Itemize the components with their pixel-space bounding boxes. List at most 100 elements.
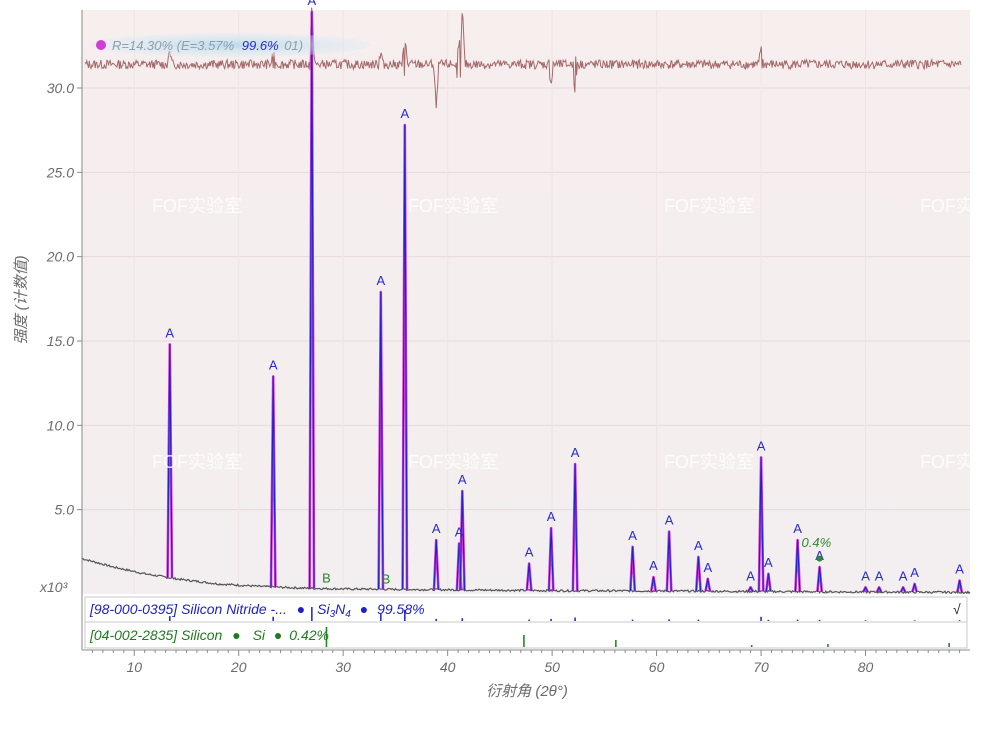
peak-label-a: A	[665, 513, 674, 528]
ref-row-1-label[interactable]: [98-000-0395] Silicon Nitride -... ● Si3…	[89, 601, 425, 620]
ref-sticks-silicon-nitride	[168, 607, 961, 621]
watermark-text: FOF实验室	[664, 196, 754, 216]
calculated-peak	[402, 124, 408, 590]
peak-label-a: A	[165, 325, 174, 340]
watermark-text: FOF实验室	[664, 452, 754, 472]
peak-label-a: A	[694, 538, 703, 553]
calculated-peak	[794, 539, 801, 592]
y-multiplier-label: x10³	[39, 579, 68, 595]
y-axis: 5.0 10.0 15.0 20.0 25.0 30.0	[46, 10, 83, 650]
fit-summary-glow	[90, 33, 370, 57]
ref-row-1-check[interactable]: √	[953, 601, 961, 617]
calculated-peak	[666, 531, 672, 592]
fit-summary-highlight: 99.6%	[242, 38, 279, 53]
ref-formula-1-sub1: 3	[330, 609, 336, 620]
peak-label-a: A	[376, 273, 385, 288]
watermark-text: FOF实验室	[408, 708, 498, 728]
calculated-peak	[629, 546, 636, 591]
peak-label-a: A	[746, 568, 755, 583]
watermark-text: FOF实验室	[920, 196, 982, 216]
peak-label-a: A	[269, 357, 278, 372]
calculated-peak	[309, 11, 315, 589]
peak-label-a: A	[910, 565, 919, 580]
x-tick-label: 80	[858, 659, 874, 675]
calculated-peak	[900, 586, 906, 593]
calculated-peak	[548, 527, 554, 591]
calculated-peak	[459, 490, 466, 590]
calculated-peak	[695, 556, 702, 592]
calculated-peak	[433, 539, 439, 590]
calculated-peak	[862, 586, 869, 593]
calculated-peak	[911, 583, 918, 593]
calculated-peak	[876, 586, 882, 593]
peak-label-a: A	[547, 509, 556, 524]
watermark-text: FOF实验室	[664, 708, 754, 728]
peak-label-a: A	[793, 521, 802, 536]
si-peak-marker-icon	[816, 555, 823, 562]
peak-label-a: A	[400, 106, 409, 121]
fit-dot-icon	[96, 40, 106, 50]
calculated-peak	[816, 566, 823, 592]
calculated-peak	[758, 456, 764, 592]
peak-label-a: A	[649, 558, 658, 573]
ref-row-2-label[interactable]: [04-002-2835] Silicon ● Si ● 0.42%	[89, 627, 329, 643]
ref-dot-2b-icon: ●	[274, 627, 282, 643]
ref-dot-1b-icon: ●	[360, 601, 368, 617]
watermark-text: FOF实验室	[920, 708, 982, 728]
watermark-text: FOF实验室	[152, 708, 242, 728]
x-tick-label: 20	[230, 659, 247, 675]
peak-label-a: A	[703, 560, 712, 575]
peak-label-a: A	[571, 445, 580, 460]
x-tick-label: 70	[753, 659, 769, 675]
y-tick-label: 25.0	[46, 164, 74, 180]
y-tick-label: 10.0	[47, 417, 74, 433]
ref-formula-1-mid: N	[335, 601, 346, 617]
ref-row-1-box	[84, 596, 968, 623]
peak-label-a: A	[815, 548, 824, 563]
fit-summary-prefix: R=14.30% (E=3.57%	[112, 38, 234, 53]
fit-summary-box: R=14.30% (E=3.57% 99.6% 01)	[90, 33, 370, 57]
calculated-peak	[526, 563, 532, 591]
ref-card-2: [04-002-2835] Silicon	[89, 627, 223, 643]
watermarks: FOF实验室 FOF实验室 FOF实验室 FOF实验室 FOF实验室 FOF实验室 FOF实…	[152, 196, 982, 728]
x-tick-label: 50	[544, 659, 560, 675]
ref-sticks-silicon	[325, 627, 950, 647]
ref-card-1: [98-000-0395] Silicon Nitride -...	[89, 601, 287, 617]
peak-label-a: A	[458, 472, 467, 487]
y-axis-title: 强度 (计数值)	[13, 255, 30, 344]
watermark-text: FOF实验室	[152, 452, 242, 472]
ref-percent-1: 99.58%	[377, 601, 424, 617]
x-tick-label: 10	[126, 659, 142, 675]
x-tick-label: 60	[649, 659, 665, 675]
reference-phase-panel: [98-000-0395] Silicon Nitride -... ● Si3…	[84, 596, 968, 649]
fit-summary-suffix: 01)	[284, 38, 303, 53]
watermark-text: FOF实验室	[408, 196, 498, 216]
peak-label-a: A	[455, 524, 464, 539]
peak-label-a: A	[525, 545, 534, 560]
difference-line	[84, 7, 962, 109]
peak-label-a: A	[861, 568, 870, 583]
calculated-peak	[572, 463, 578, 591]
peak-label-a: A	[432, 521, 441, 536]
peak-label-b: B	[382, 571, 391, 586]
calculated-peak	[705, 578, 711, 592]
y-tick-label: 5.0	[55, 502, 75, 518]
x-axis-title: 衍射角 (2θ°)	[486, 683, 568, 700]
ref-percent-2: 0.42%	[289, 627, 329, 643]
x-tick-label: 40	[440, 659, 456, 675]
watermark-text: FOF实验室	[152, 196, 242, 216]
x-axis: 10 20 30 40 50 60 70 80	[82, 649, 970, 675]
peak-label-a: A	[764, 555, 773, 570]
ref-formula-2: Si	[253, 627, 266, 643]
peak-label-a: A	[757, 438, 766, 453]
ref-formula-1: Si	[317, 601, 330, 617]
difference-curve	[84, 7, 962, 109]
calculated-peak	[747, 586, 754, 592]
y-tick-label: 20.0	[46, 249, 74, 265]
calculated-peak	[270, 375, 276, 588]
peak-label-a: A	[875, 568, 884, 583]
peak-label-a: A	[628, 528, 637, 543]
peak-label-a: A	[899, 568, 908, 583]
